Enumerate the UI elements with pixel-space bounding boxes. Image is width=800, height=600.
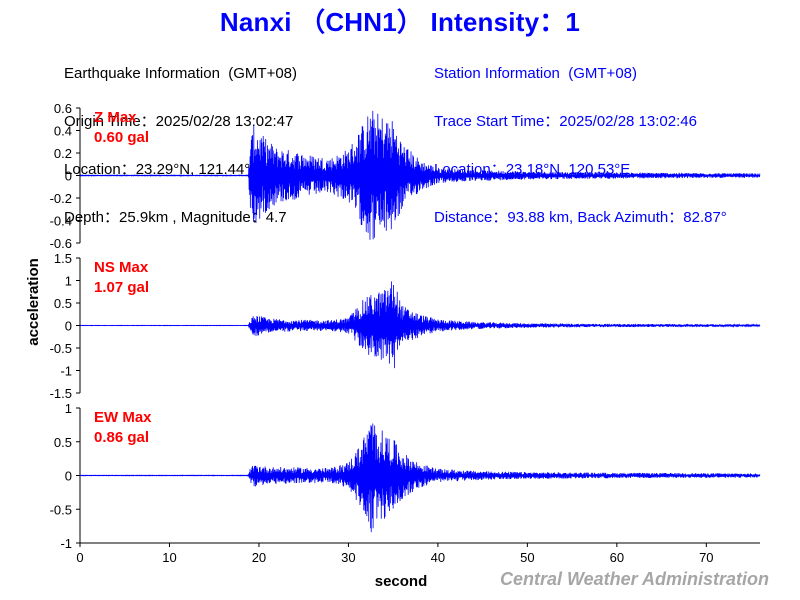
trace-start-time: Trace Start Time：2025/02/28 13:02:46 [434, 113, 697, 130]
y-tick-label: -1.5 [50, 386, 72, 401]
y-tick-label: -0.5 [50, 502, 72, 517]
y-tick-label: 1 [65, 274, 72, 289]
x-axis-label: second [375, 573, 428, 590]
x-tick-label: 70 [699, 550, 713, 565]
y-tick-label: 0.5 [54, 296, 72, 311]
y-tick-label: 0.6 [54, 101, 72, 116]
x-tick-label: 20 [252, 550, 266, 565]
y-tick-label: -1 [60, 536, 72, 551]
y-tick-label: 0 [65, 469, 72, 484]
x-tick-label: 50 [520, 550, 534, 565]
x-tick-label: 30 [341, 550, 355, 565]
x-tick-label: 10 [162, 550, 176, 565]
waveform-ew [79, 423, 761, 533]
chart-title: Nanxi （CHN1） Intensity：1 [219, 7, 581, 37]
station-info: Station Information (GMT+08) Trace Start… [434, 34, 727, 242]
y-tick-label: 1 [65, 401, 72, 416]
x-tick-label: 40 [431, 550, 445, 565]
origin-time: Origin Time：2025/02/28 13:02:47 [64, 113, 294, 130]
credit-text: Central Weather Administration [499, 569, 769, 589]
earthquake-info-header: Earthquake Information (GMT+08) [64, 65, 298, 82]
max-value-ns: 1.07 gal [94, 279, 149, 296]
y-tick-label: -0.4 [50, 214, 72, 229]
waveform-z [79, 110, 761, 240]
max-label-z: Z Max [94, 109, 137, 126]
y-tick-label: 0 [65, 169, 72, 184]
y-tick-label: 0.4 [54, 124, 72, 139]
waveform-ns [79, 281, 761, 369]
max-label-ew: EW Max [94, 409, 152, 426]
y-tick-label: 0.5 [54, 435, 72, 450]
epicenter-location: Location：23.29°N, 121.44°E [64, 161, 261, 178]
y-tick-label: -0.5 [50, 341, 72, 356]
earthquake-info: Earthquake Information (GMT+08) Origin T… [64, 34, 297, 242]
y-tick-label: -1 [60, 364, 72, 379]
y-tick-label: -0.6 [50, 236, 72, 251]
max-value-ew: 0.86 gal [94, 429, 149, 446]
y-tick-label: -0.2 [50, 191, 72, 206]
y-tick-label: 1.5 [54, 251, 72, 266]
y-tick-label: 0.2 [54, 146, 72, 161]
max-label-ns: NS Max [94, 259, 149, 276]
y-axis-label: acceleration [25, 258, 42, 346]
distance-azimuth: Distance：93.88 km, Back Azimuth：82.87° [434, 209, 727, 226]
max-value-z: 0.60 gal [94, 129, 149, 146]
station-info-header: Station Information (GMT+08) [434, 65, 637, 82]
x-tick-label: 60 [610, 550, 624, 565]
y-tick-label: 0 [65, 319, 72, 334]
x-tick-label: 0 [76, 550, 83, 565]
